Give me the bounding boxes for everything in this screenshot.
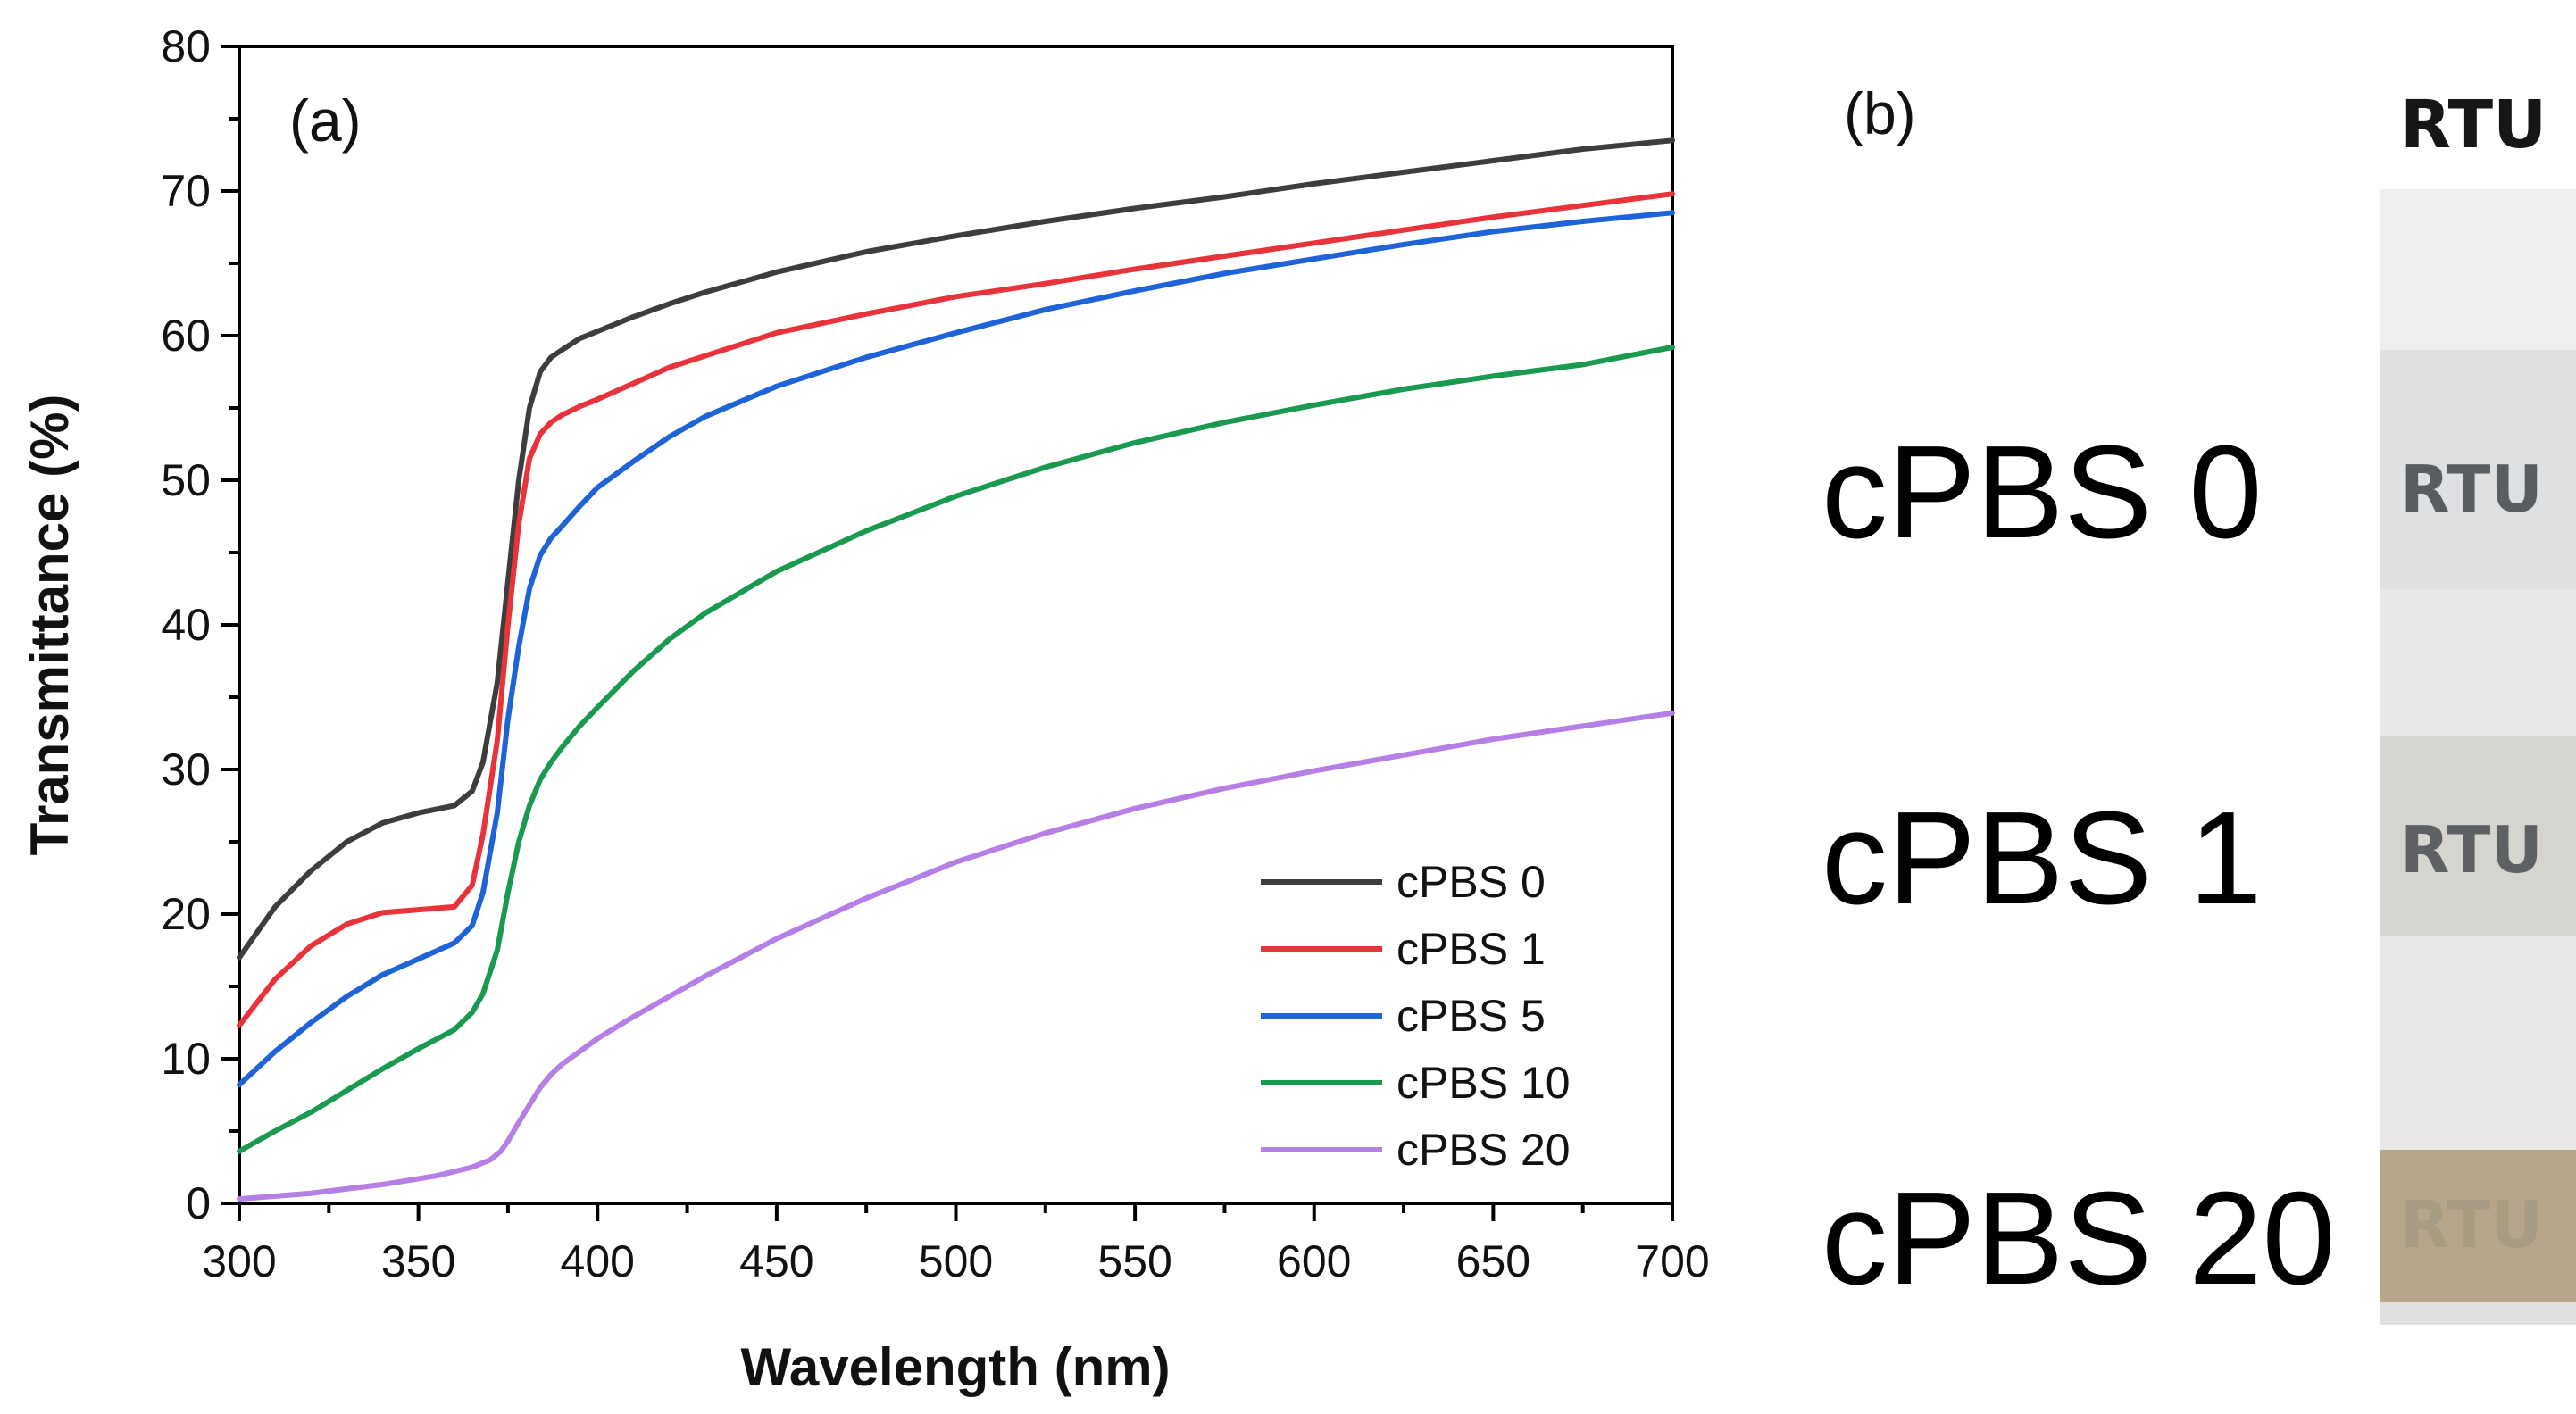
x-tick-label: 600 [1277, 1236, 1351, 1286]
x-tick-label: 350 [381, 1236, 455, 1286]
film-cpbs-20-stamp: RTU [2400, 1187, 2543, 1262]
legend-label: cPBS 1 [1396, 924, 1546, 974]
panel-a-label: (a) [289, 87, 362, 154]
legend-label: cPBS 10 [1396, 1058, 1571, 1108]
x-tick-label: 450 [739, 1236, 813, 1286]
film-cpbs-1-stamp: RTU [2400, 812, 2543, 887]
photo-gap-2 [2380, 589, 2576, 736]
x-tick-label: 300 [202, 1236, 276, 1286]
y-tick-label: 10 [161, 1034, 211, 1084]
x-tick-label: 400 [561, 1236, 635, 1286]
photo-bottom [2380, 1302, 2576, 1325]
film-cpbs-1 [2380, 736, 2576, 936]
legend-label: cPBS 20 [1396, 1125, 1571, 1175]
y-tick-label: 40 [161, 600, 211, 650]
x-tick-label: 700 [1635, 1236, 1709, 1286]
y-tick-label: 0 [186, 1178, 211, 1228]
y-axis-title: Transmittance (%) [20, 395, 79, 856]
film-cpbs-0 [2380, 350, 2576, 589]
legend-label: cPBS 5 [1396, 991, 1546, 1041]
legend: cPBS 0 cPBS 1 cPBS 5 cPBS 10 cPBS 20 [1261, 857, 1571, 1175]
y-tick-label: 70 [161, 166, 211, 216]
film-cpbs-0-stamp: RTU [2400, 452, 2543, 527]
photo-panel: (b) RTU RTU RTU RTU cPBS 0 cPBS 1 cPBS 2… [1822, 64, 2576, 1325]
series-line-cpbs-1 [237, 191, 1675, 1028]
sample-label-cpbs-1: cPBS 1 [1822, 785, 2263, 932]
series-line-cpbs-10 [237, 345, 1675, 1154]
x-axis-title: Wavelength (nm) [740, 1337, 1170, 1397]
y-tick-label: 50 [161, 455, 211, 505]
y-tick-label: 60 [161, 311, 211, 361]
film-cpbs-20 [2380, 1150, 2576, 1302]
y-tick-label: 20 [161, 889, 211, 939]
axis-ticks [221, 45, 1674, 1221]
sample-label-cpbs-20: cPBS 20 [1822, 1165, 2336, 1312]
x-tick-label: 550 [1097, 1236, 1171, 1286]
photo-gap-3 [2380, 936, 2576, 1150]
x-tick-label: 650 [1456, 1236, 1530, 1286]
legend-label: cPBS 0 [1396, 857, 1546, 907]
x-tick-label: 500 [919, 1236, 993, 1286]
photo-gap-1 [2380, 189, 2576, 350]
series-line-cpbs-5 [237, 210, 1675, 1088]
photo-header-area [2380, 64, 2576, 189]
sample-films-photo: RTU RTU RTU RTU [2380, 64, 2576, 1325]
series-line-cpbs-0 [237, 137, 1675, 961]
axis-tick-labels: 300 350 400 450 500 550 600 650 700 0 10 20 30 40 50 60… [161, 21, 1709, 1286]
series-line-cpbs-20 [237, 710, 1675, 1202]
sample-label-cpbs-0: cPBS 0 [1822, 419, 2263, 566]
y-tick-label: 30 [161, 744, 211, 794]
panel-b-label: (b) [1844, 80, 1916, 146]
data-series-group [237, 137, 1675, 1202]
photo-header-text: RTU [2400, 87, 2547, 163]
y-tick-label: 80 [161, 21, 211, 71]
transmittance-chart: 300 350 400 450 500 550 600 650 700 0 10 20 30 40 50 60… [20, 21, 1710, 1397]
